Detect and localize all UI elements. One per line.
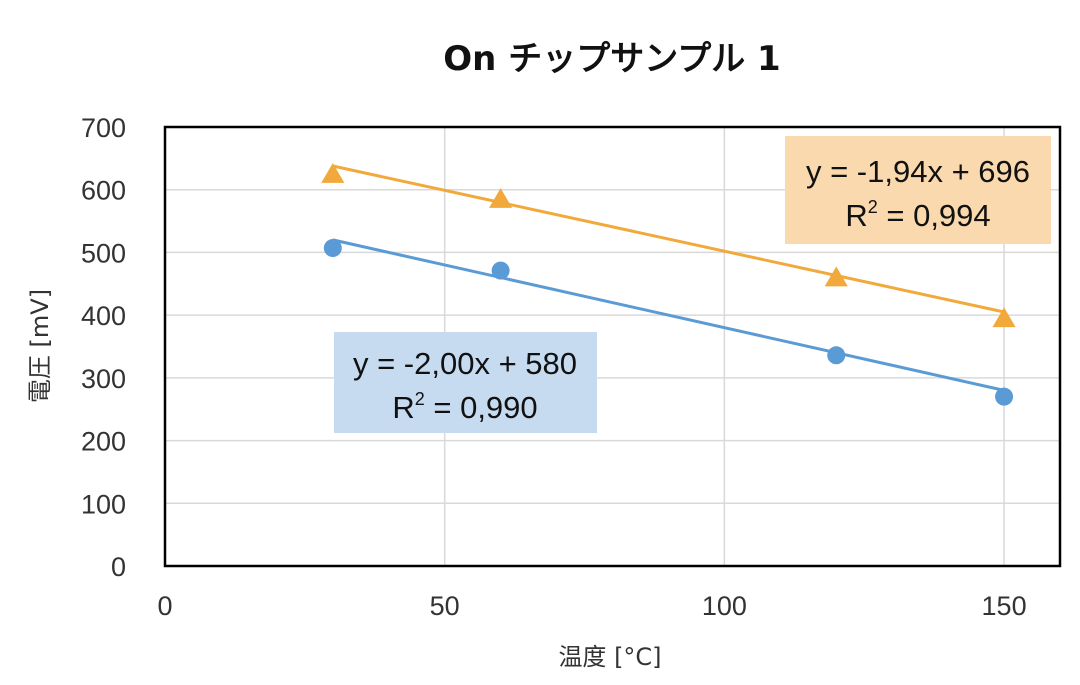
data-point-series-1-2 (827, 346, 846, 365)
r-squared-blue-prefix: R (392, 390, 414, 425)
x-tick-label: 150 (982, 591, 1027, 621)
data-point-series-1-0 (323, 239, 342, 258)
equation-box-blue: y = -2,00x + 580 R2 = 0,990 (334, 332, 597, 433)
x-tick-label: 50 (430, 591, 460, 621)
data-point-series-1-1 (491, 261, 510, 280)
data-point-series-0-3 (992, 307, 1016, 328)
trendlines (332, 164, 1005, 392)
y-tick-label: 500 (81, 238, 126, 268)
r-squared-blue: R2 = 0,990 (392, 389, 537, 425)
plot-frame (163, 125, 1062, 568)
y-tick-label: 600 (81, 176, 126, 206)
equation-orange: y = -1,94x + 696 (806, 154, 1030, 189)
r-squared-orange-exp: 2 (868, 197, 878, 217)
x-tick-labels: 0 50 100 150 (157, 591, 1026, 621)
trendline-series-1 (332, 238, 1005, 392)
y-tick-labels: 0 100 200 300 400 500 600 700 (81, 113, 126, 582)
equation-box-orange: y = -1,94x + 696 R2 = 0,994 (785, 136, 1051, 244)
x-tick-label: 100 (702, 591, 747, 621)
data-points (321, 163, 1016, 406)
data-point-series-0-2 (824, 266, 848, 287)
y-tick-label: 700 (81, 113, 126, 143)
data-point-series-0-0 (321, 163, 345, 183)
r-squared-orange-value: = 0,994 (878, 198, 991, 233)
equation-box-blue-bg (334, 332, 597, 433)
chart-title: On チップサンプル 1 (443, 39, 780, 79)
r-squared-blue-exp: 2 (415, 389, 425, 409)
y-axis-label: 電圧 [mV] (26, 289, 54, 403)
r-squared-orange-prefix: R (845, 198, 867, 233)
y-tick-label: 200 (81, 427, 126, 457)
data-point-series-0-1 (489, 188, 513, 208)
x-tick-label: 0 (157, 591, 172, 621)
y-tick-label: 0 (111, 552, 126, 582)
y-tick-label: 300 (81, 364, 126, 394)
r-squared-orange: R2 = 0,994 (845, 197, 990, 233)
x-axis-label: 温度 [°C] (558, 643, 661, 671)
trendline-series-0 (332, 164, 1005, 314)
y-tick-label: 100 (81, 489, 126, 519)
data-point-series-1-3 (995, 387, 1014, 406)
r-squared-blue-value: = 0,990 (425, 390, 538, 425)
y-tick-label: 400 (81, 301, 126, 331)
equation-box-orange-bg (785, 136, 1051, 244)
grid (165, 127, 1060, 566)
equation-blue: y = -2,00x + 580 (353, 346, 577, 381)
